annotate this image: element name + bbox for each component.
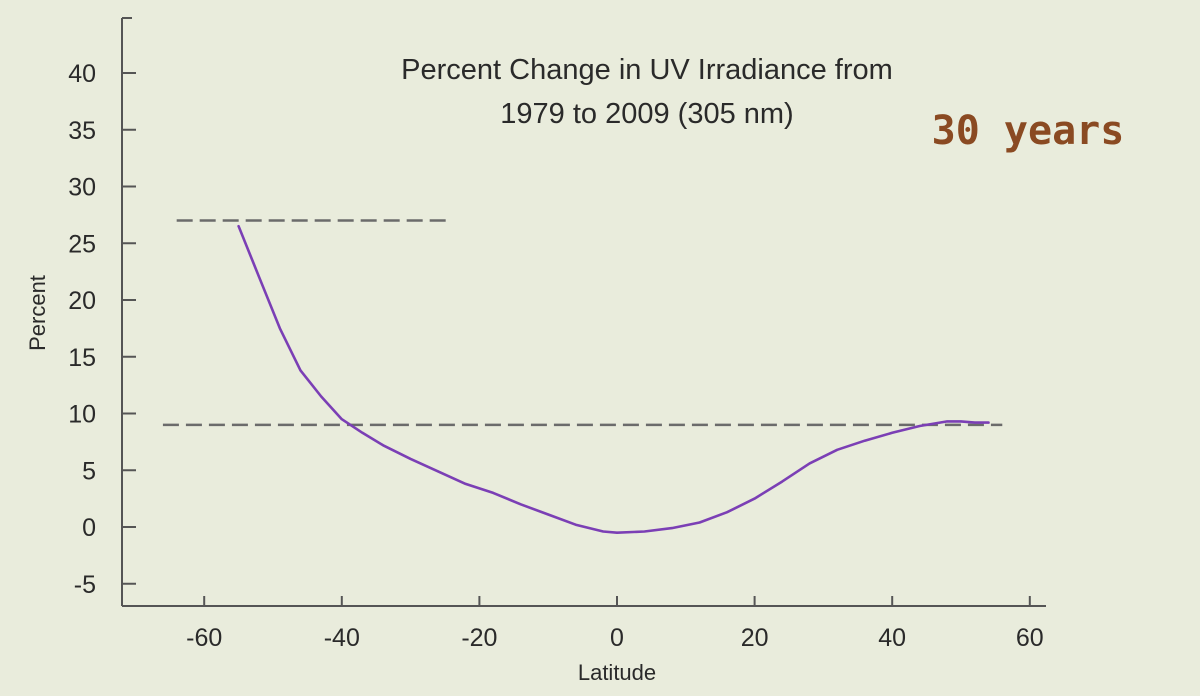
series-point [437, 470, 439, 472]
series-point [616, 532, 618, 534]
y-tick-label-40: 40 [68, 60, 96, 88]
series-point [547, 514, 549, 516]
series-line-0 [237, 224, 990, 534]
x-tick-label--20: -20 [461, 624, 497, 652]
series-point [602, 531, 604, 533]
series-point [382, 444, 384, 446]
y-tick-label--5: -5 [74, 571, 96, 599]
series-point [988, 422, 990, 424]
series-point [361, 432, 363, 434]
y-tick-label-0: 0 [82, 514, 96, 542]
series-point [891, 432, 893, 434]
chart-title-line-1: Percent Change in UV Irradiance from [401, 54, 893, 86]
y-tick-label-25: 25 [68, 230, 96, 258]
x-tick-label-60: 60 [1016, 624, 1044, 652]
chart-title-line-2: 1979 to 2009 (305 nm) [500, 98, 793, 130]
series-point [492, 492, 494, 494]
series-point [410, 458, 412, 460]
series-point [946, 420, 948, 422]
series-point [960, 420, 962, 422]
x-axis-title: Latitude [578, 660, 656, 685]
series-point [279, 327, 281, 329]
y-tick-label-5: 5 [82, 457, 96, 485]
series-point [754, 498, 756, 500]
series-point [836, 449, 838, 451]
x-tick-label-40: 40 [878, 624, 906, 652]
series-point [919, 425, 921, 427]
series-point [238, 225, 240, 227]
series-point [809, 462, 811, 464]
series-point [726, 511, 728, 513]
series-point [520, 503, 522, 505]
series-point [864, 440, 866, 442]
x-tick-label--40: -40 [324, 624, 360, 652]
y-tick-label-20: 20 [68, 287, 96, 315]
thirty-years-annotation: 30 years [932, 108, 1125, 154]
series-point [974, 422, 976, 424]
series-point [671, 527, 673, 529]
y-axis-title: Percent [25, 275, 50, 351]
y-tick-label-15: 15 [68, 344, 96, 372]
series-point [300, 369, 302, 371]
series-point [341, 418, 343, 420]
series-point [465, 483, 467, 485]
series-point [258, 276, 260, 278]
x-tick-label-0: 0 [610, 624, 624, 652]
series-point [320, 395, 322, 397]
y-tick-label-35: 35 [68, 117, 96, 145]
x-tick-label-20: 20 [741, 624, 769, 652]
series-point [699, 521, 701, 523]
series-point [575, 524, 577, 526]
x-tick-label--60: -60 [186, 624, 222, 652]
series-point [781, 481, 783, 483]
y-tick-label-30: 30 [68, 174, 96, 202]
series-point [644, 531, 646, 533]
y-tick-label-10: 10 [68, 401, 96, 429]
